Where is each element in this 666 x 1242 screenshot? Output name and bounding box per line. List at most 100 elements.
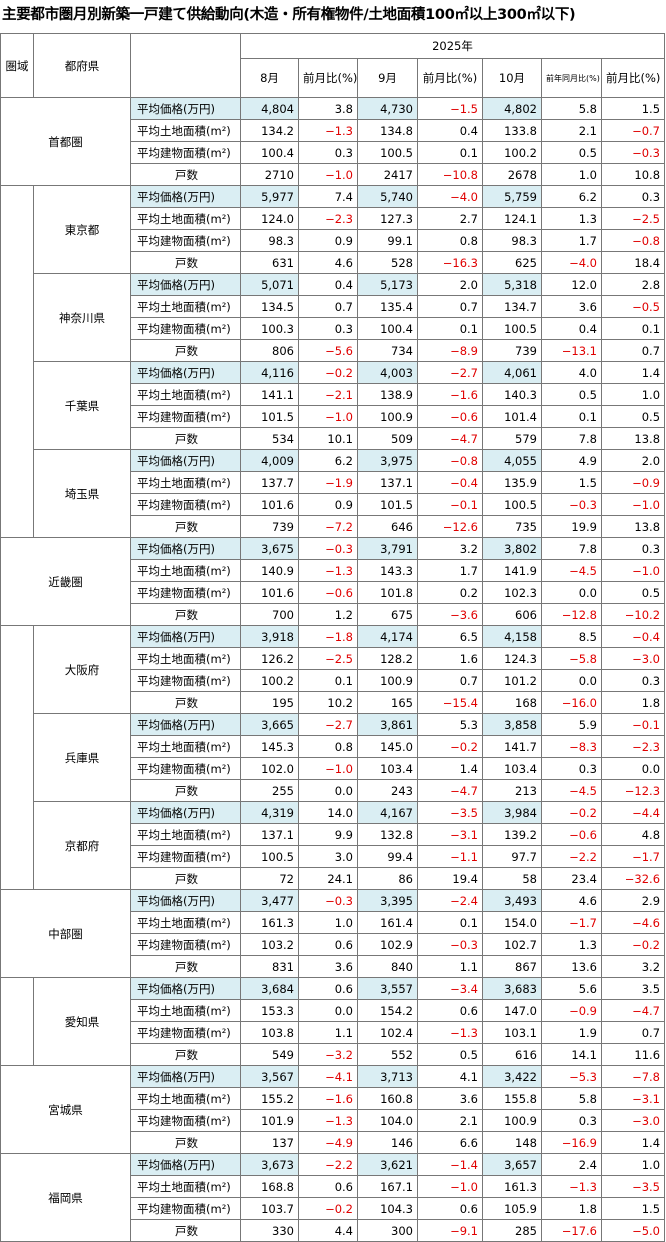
value-cell: 1.5 — [600, 97, 666, 120]
row-label: 平均価格(万円) — [130, 185, 241, 208]
table-row: 愛知県 平均価格(万円) 3,684 0.6 3,557 −3.4 3,683 5.6 3.5 — [0, 977, 666, 1066]
table-row: 千葉県 平均価格(万円) 4,116 −0.2 4,003 −2.7 4,061 4.0 1.4 — [1, 361, 666, 450]
value-cell: −4.1 — [298, 1065, 358, 1088]
value-cell: 3.6 — [298, 955, 358, 978]
value-cell: 1.0 — [298, 911, 358, 934]
value-cell: 3,791 — [357, 537, 418, 560]
table-row: 平均土地面積(m²) 155.2 −1.6 160.8 3.6 155.8 5.8 −3.1 — [1, 1087, 666, 1110]
table-row: 戸数 831 3.6 840 1.1 867 13.6 3.2 — [1, 955, 666, 978]
value-cell: 3.2 — [600, 955, 666, 978]
value-cell: 13.8 — [600, 515, 666, 538]
value-cell: 101.4 — [482, 405, 542, 428]
value-cell: 100.9 — [357, 405, 418, 428]
value-cell: 3.6 — [541, 295, 602, 318]
value-cell: 0.1 — [600, 317, 666, 340]
value-cell: 2.0 — [600, 449, 666, 472]
value-cell: 285 — [482, 1219, 542, 1242]
value-cell: −16.3 — [417, 251, 483, 274]
table-row: 平均建物面積(m²) 103.8 1.1 102.4 −1.3 103.1 1.9 0.7 — [1, 1021, 666, 1044]
value-cell: 11.6 — [600, 1043, 666, 1066]
row-label: 平均価格(万円) — [130, 713, 241, 736]
value-cell: −2.1 — [298, 383, 358, 406]
row-label: 平均土地面積(m²) — [130, 207, 241, 230]
value-cell: 101.8 — [357, 581, 418, 604]
table-row: 平均土地面積(m²) 153.3 0.0 154.2 0.6 147.0 −0.9 −4.7 — [1, 999, 666, 1022]
value-cell: −0.4 — [417, 471, 483, 494]
value-cell: 100.5 — [240, 845, 299, 868]
row-label: 戸数 — [130, 251, 241, 274]
value-cell: 0.5 — [600, 581, 666, 604]
value-cell: −3.0 — [600, 647, 666, 670]
value-cell: 148 — [482, 1131, 542, 1154]
value-cell: 101.5 — [357, 493, 418, 516]
value-cell: 101.6 — [240, 493, 299, 516]
value-cell: 5,318 — [482, 273, 542, 296]
value-cell: 1.4 — [600, 1131, 666, 1154]
table-row: 平均建物面積(m²) 103.7 −0.2 104.3 0.6 105.9 1.8 1.5 — [1, 1197, 666, 1220]
value-cell: 3,713 — [357, 1065, 418, 1088]
row-label: 戸数 — [130, 1043, 241, 1066]
value-cell: −15.4 — [417, 691, 483, 714]
value-cell: 99.1 — [357, 229, 418, 252]
table-row: 平均建物面積(m²) 101.9 −1.3 104.0 2.1 100.9 0.3 −3.0 — [1, 1109, 666, 1132]
value-cell: 102.3 — [482, 581, 542, 604]
area-cell — [0, 625, 34, 890]
row-label: 平均土地面積(m²) — [130, 1175, 241, 1198]
value-cell: 739 — [240, 515, 299, 538]
value-cell: −7.2 — [298, 515, 358, 538]
value-cell: 14.1 — [541, 1043, 602, 1066]
value-cell: −1.7 — [600, 845, 666, 868]
value-cell: 102.0 — [240, 757, 299, 780]
table-row: 平均土地面積(m²) 141.1 −2.1 138.9 −1.6 140.3 0.5 1.0 — [1, 383, 666, 406]
value-cell: 606 — [482, 603, 542, 626]
value-cell: 137 — [240, 1131, 299, 1154]
row-label: 平均土地面積(m²) — [130, 119, 241, 142]
value-cell: 734 — [357, 339, 418, 362]
row-label: 平均建物面積(m²) — [130, 933, 241, 956]
value-cell: −4.5 — [541, 559, 602, 582]
value-cell: 1.7 — [417, 559, 483, 582]
value-cell: 3,673 — [240, 1153, 299, 1176]
row-label: 戸数 — [130, 1131, 241, 1154]
value-cell: −3.5 — [600, 1175, 666, 1198]
value-cell: 0.5 — [600, 405, 666, 428]
value-cell: −1.0 — [600, 493, 666, 516]
row-label: 平均建物面積(m²) — [130, 405, 241, 428]
value-cell: 243 — [357, 779, 418, 802]
value-cell: 0.1 — [541, 405, 602, 428]
value-cell: −0.9 — [541, 999, 602, 1022]
value-cell: 831 — [240, 955, 299, 978]
value-cell: 4,804 — [240, 97, 299, 120]
value-cell: 1.7 — [541, 229, 602, 252]
value-cell: −0.3 — [417, 933, 483, 956]
value-cell: 145.3 — [240, 735, 299, 758]
value-cell: −3.4 — [417, 977, 483, 1000]
value-cell: 155.2 — [240, 1087, 299, 1110]
value-cell: 0.0 — [541, 669, 602, 692]
value-cell: 528 — [357, 251, 418, 274]
value-cell: −0.2 — [600, 933, 666, 956]
value-cell: −0.8 — [417, 449, 483, 472]
table-row: 平均建物面積(m²) 100.2 0.1 100.9 0.7 101.2 0.0 0.3 — [1, 669, 666, 692]
value-cell: −1.1 — [417, 845, 483, 868]
value-cell: 168.8 — [240, 1175, 299, 1198]
value-cell: 3,422 — [482, 1065, 542, 1088]
value-cell: 0.3 — [600, 185, 666, 208]
value-cell: 0.5 — [541, 383, 602, 406]
value-cell: 154.2 — [357, 999, 418, 1022]
header-cell: 前月比(%) — [298, 58, 358, 98]
value-cell: 102.9 — [357, 933, 418, 956]
value-cell: 132.8 — [357, 823, 418, 846]
value-cell: −13.1 — [541, 339, 602, 362]
value-cell: 4.0 — [541, 361, 602, 384]
value-cell: 98.3 — [482, 229, 542, 252]
table-row: 戸数 330 4.4 300 −9.1 285 −17.6 −5.0 — [1, 1219, 666, 1242]
row-label: 平均建物面積(m²) — [130, 229, 241, 252]
value-cell: 161.3 — [240, 911, 299, 934]
value-cell: −1.0 — [298, 163, 358, 186]
value-cell: 213 — [482, 779, 542, 802]
value-cell: 7.4 — [298, 185, 358, 208]
value-cell: −1.3 — [417, 1021, 483, 1044]
value-cell: 143.3 — [357, 559, 418, 582]
